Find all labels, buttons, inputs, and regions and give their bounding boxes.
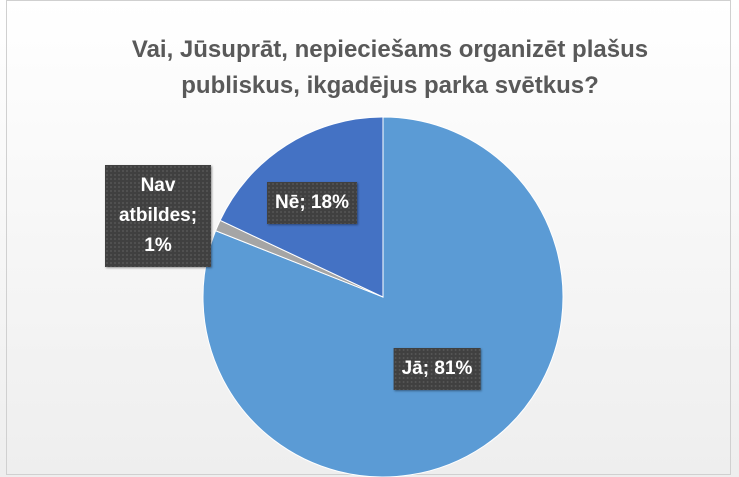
- data-label: Jā; 81%: [393, 348, 481, 390]
- chart-title: Vai, Jūsuprāt, nepieciešams organizēt pl…: [131, 36, 649, 99]
- data-label: Nav atbildes; 1%: [105, 165, 211, 267]
- data-label: Nē; 18%: [267, 182, 357, 224]
